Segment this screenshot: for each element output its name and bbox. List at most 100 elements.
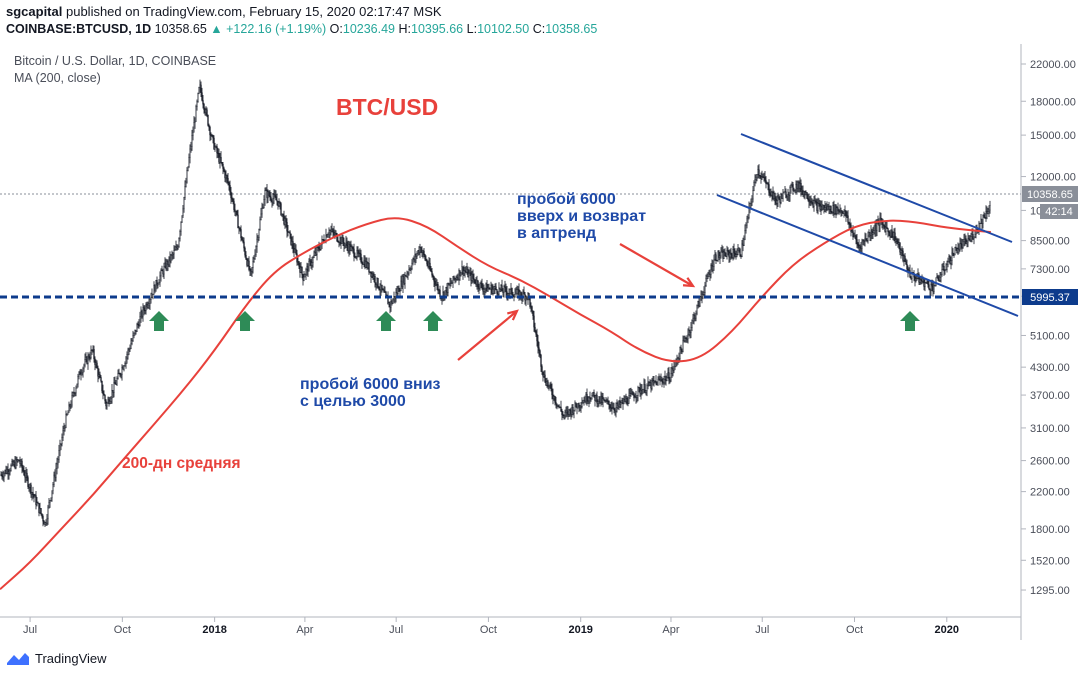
candle-body bbox=[539, 350, 541, 356]
candle-body bbox=[138, 324, 140, 327]
candle-body bbox=[104, 395, 106, 401]
candle-body bbox=[9, 470, 11, 473]
candle-body bbox=[887, 228, 889, 232]
candle-body bbox=[587, 400, 589, 402]
candle-body bbox=[269, 195, 271, 198]
candle-body bbox=[115, 383, 117, 385]
candle-body bbox=[668, 372, 670, 382]
candle-body bbox=[588, 397, 590, 401]
price-change: ▲ +122.16 (+1.19%) bbox=[210, 22, 327, 36]
candle-body bbox=[257, 237, 259, 240]
candle-body bbox=[1, 474, 3, 477]
candle-body bbox=[953, 254, 955, 256]
candle-body bbox=[895, 239, 897, 242]
candle-body bbox=[691, 320, 693, 328]
candle-body bbox=[598, 396, 600, 403]
candle-body bbox=[670, 373, 672, 381]
candle-body bbox=[211, 135, 213, 137]
candle-body bbox=[374, 276, 376, 284]
ma-200-line[interactable] bbox=[0, 217, 991, 591]
channel-lower-line[interactable] bbox=[716, 194, 1019, 317]
candle-body bbox=[158, 282, 160, 285]
candle-body bbox=[678, 358, 680, 360]
candle-body bbox=[170, 255, 172, 262]
candle-body bbox=[778, 196, 780, 200]
candle-body bbox=[709, 273, 711, 275]
candle-body bbox=[572, 407, 574, 414]
candle-body bbox=[550, 384, 552, 390]
candle-body bbox=[38, 503, 40, 514]
candle-body bbox=[409, 269, 411, 271]
candle-body bbox=[545, 381, 547, 386]
candle-body bbox=[690, 327, 692, 333]
candle-body bbox=[896, 239, 898, 243]
candle-body bbox=[688, 330, 690, 335]
channel-upper-line[interactable] bbox=[740, 133, 1013, 243]
candle-body bbox=[954, 247, 956, 256]
candle-body bbox=[987, 211, 989, 214]
candle-body bbox=[986, 211, 988, 214]
candle-body bbox=[595, 395, 597, 401]
author-name[interactable]: sgcapital bbox=[6, 4, 63, 19]
tradingview-logo[interactable]: TradingView bbox=[6, 650, 107, 666]
candle-body bbox=[658, 378, 660, 380]
candle-body bbox=[609, 404, 611, 409]
candle-body bbox=[630, 393, 632, 395]
candle-body bbox=[517, 289, 519, 291]
candle-body bbox=[928, 284, 930, 290]
candle-body bbox=[590, 398, 592, 400]
candle-body bbox=[477, 280, 479, 287]
candle-body bbox=[459, 270, 461, 277]
candle-body bbox=[130, 343, 132, 349]
candle-body bbox=[75, 387, 77, 394]
candle-body bbox=[287, 231, 289, 233]
candle-body bbox=[681, 349, 683, 352]
candle-body bbox=[653, 380, 655, 383]
candle-body bbox=[221, 162, 223, 165]
candle-body bbox=[883, 224, 885, 227]
candle-body bbox=[974, 234, 976, 238]
candle-body bbox=[344, 243, 346, 247]
time-tick-label: Oct bbox=[114, 624, 131, 636]
candle-body bbox=[341, 237, 343, 244]
candle-body bbox=[233, 201, 235, 210]
candle-body bbox=[749, 203, 751, 208]
candle-body bbox=[932, 285, 934, 292]
candle-body bbox=[716, 260, 718, 262]
price-axis[interactable]: 22000.0018000.0015000.0012000.0010000.00… bbox=[1021, 59, 1076, 597]
candle-body bbox=[695, 312, 697, 319]
open-label: O: bbox=[329, 22, 343, 36]
candle-body bbox=[655, 381, 657, 383]
time-axis[interactable]: Jul Oct 2018 Apr Jul Oct 2019 Apr Jul Oct 2020 bbox=[23, 617, 959, 636]
candle-body bbox=[549, 384, 551, 386]
candle-body bbox=[227, 178, 229, 183]
candle-body bbox=[830, 206, 832, 213]
candle-body bbox=[894, 232, 896, 242]
candle-body bbox=[763, 176, 765, 178]
candle-body bbox=[208, 125, 210, 128]
candle-body bbox=[921, 280, 923, 282]
candle-body bbox=[429, 262, 431, 270]
candle-body bbox=[498, 287, 500, 295]
candle-body bbox=[794, 189, 796, 191]
candle-body bbox=[71, 395, 73, 406]
candle-body bbox=[511, 288, 513, 295]
time-tick-label: Apr bbox=[296, 624, 313, 636]
candle-body bbox=[898, 242, 900, 245]
candle-body bbox=[373, 276, 375, 279]
candle-body bbox=[406, 273, 408, 277]
breakdown-annotation-line2: с целью 3000 bbox=[300, 393, 406, 410]
candle-body bbox=[326, 234, 328, 238]
candle-body bbox=[431, 271, 433, 276]
candle-body bbox=[354, 256, 356, 258]
candle-body bbox=[24, 474, 26, 478]
candle-body bbox=[92, 348, 94, 351]
candle-body bbox=[133, 332, 135, 336]
candle-body bbox=[649, 382, 651, 386]
candle-body bbox=[217, 152, 219, 154]
candle-body bbox=[3, 472, 5, 478]
candle-body bbox=[61, 437, 63, 445]
candle-body bbox=[548, 385, 550, 387]
red-arrow-icon bbox=[682, 277, 696, 288]
